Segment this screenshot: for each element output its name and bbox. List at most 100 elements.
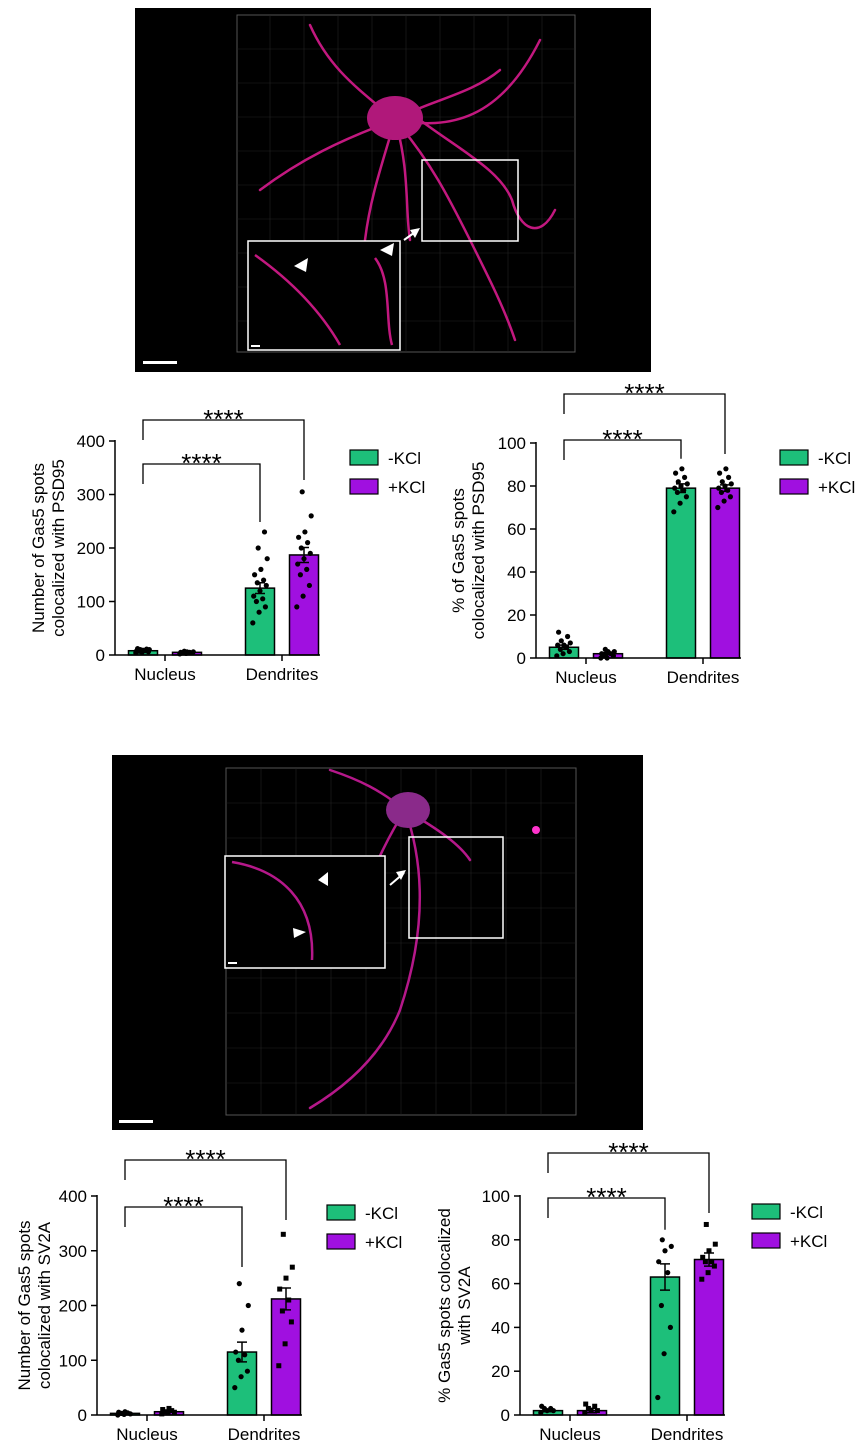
- bar: [290, 555, 319, 655]
- legend-swatch: [780, 479, 808, 494]
- y-tick-label: 80: [491, 1231, 510, 1250]
- data-point: [250, 620, 255, 625]
- y-axis-label: % Gas5 spots colocalized: [435, 1208, 454, 1403]
- data-point: [548, 1406, 553, 1411]
- data-point: [539, 1404, 544, 1409]
- data-point: [612, 649, 617, 654]
- data-point: [656, 1259, 661, 1264]
- data-point: [681, 488, 686, 493]
- data-point: [294, 604, 299, 609]
- legend-label: -KCl: [365, 1204, 398, 1223]
- significance-label: ****: [608, 1137, 648, 1167]
- data-point: [599, 651, 604, 656]
- x-tick-label: Nucleus: [134, 665, 195, 684]
- significance-label: ****: [624, 378, 664, 408]
- y-tick-label: 100: [59, 1351, 87, 1370]
- data-point: [592, 1404, 597, 1409]
- x-tick-label: Dendrites: [228, 1425, 301, 1444]
- data-point: [662, 1248, 667, 1253]
- data-point: [302, 529, 307, 534]
- significance-label: ****: [181, 448, 221, 478]
- data-point: [252, 572, 257, 577]
- data-point: [280, 1308, 285, 1313]
- data-point: [684, 494, 689, 499]
- data-point: [232, 1385, 237, 1390]
- data-point: [264, 583, 269, 588]
- legend-label: +KCl: [365, 1233, 402, 1252]
- significance-label: ****: [203, 404, 243, 434]
- data-point: [262, 529, 267, 534]
- x-tick-label: Nucleus: [539, 1425, 600, 1444]
- data-point: [556, 630, 561, 635]
- data-point: [239, 1374, 244, 1379]
- x-tick-label: Dendrites: [246, 665, 319, 684]
- y-tick-label: 60: [507, 520, 526, 539]
- data-point: [296, 535, 301, 540]
- data-point: [568, 640, 573, 645]
- y-axis-label: Number of Gas5 spots: [29, 463, 48, 633]
- data-point: [281, 1232, 286, 1237]
- data-point: [709, 1259, 714, 1264]
- data-point: [257, 610, 262, 615]
- legend-label: -KCl: [818, 449, 851, 468]
- data-point: [239, 1328, 244, 1333]
- data-point: [713, 1242, 718, 1247]
- significance-label: ****: [602, 424, 642, 454]
- data-point: [277, 1287, 282, 1292]
- data-point: [678, 483, 683, 488]
- significance-label: ****: [185, 1144, 225, 1174]
- bar: [667, 488, 696, 658]
- legend-label: +KCl: [388, 478, 425, 497]
- bar: [711, 488, 740, 658]
- y-tick-label: 0: [517, 649, 526, 668]
- x-tick-label: Nucleus: [116, 1425, 177, 1444]
- data-point: [286, 1298, 291, 1303]
- data-point: [595, 1408, 600, 1413]
- data-point: [245, 1369, 250, 1374]
- data-point: [685, 481, 690, 486]
- data-point: [298, 572, 303, 577]
- y-axis-label: Number of Gas5 spots: [15, 1220, 34, 1390]
- y-tick-label: 100: [498, 434, 526, 453]
- y-tick-label: 40: [507, 563, 526, 582]
- data-point: [299, 545, 304, 550]
- y-axis-label: colocalized with SV2A: [35, 1221, 54, 1389]
- data-point: [729, 481, 734, 486]
- data-point: [675, 490, 680, 495]
- data-point: [263, 604, 268, 609]
- legend-label: +KCl: [790, 1232, 827, 1251]
- data-point: [301, 556, 306, 561]
- data-point: [722, 498, 727, 503]
- data-point: [603, 647, 608, 652]
- data-point: [237, 1281, 242, 1286]
- data-point: [707, 1248, 712, 1253]
- data-point: [295, 561, 300, 566]
- y-tick-label: 0: [501, 1406, 510, 1425]
- y-axis-label: % of Gas5 spots: [449, 488, 468, 613]
- legend-swatch: [350, 450, 378, 465]
- data-point: [678, 501, 683, 506]
- data-point: [662, 1351, 667, 1356]
- y-tick-label: 400: [59, 1187, 87, 1206]
- legend-swatch: [327, 1205, 355, 1220]
- y-tick-label: 200: [77, 539, 105, 558]
- data-point: [704, 1222, 709, 1227]
- micrograph-psd95: [135, 8, 651, 372]
- data-point: [583, 1402, 588, 1407]
- data-point: [309, 513, 314, 518]
- data-point: [561, 651, 566, 656]
- data-point: [307, 583, 312, 588]
- data-point: [717, 471, 722, 476]
- legend-label: -KCl: [790, 1203, 823, 1222]
- micrograph-sv2a: [112, 755, 643, 1130]
- data-point: [672, 486, 677, 491]
- legend-label: -KCl: [388, 449, 421, 468]
- data-point: [246, 1303, 251, 1308]
- data-point: [673, 471, 678, 476]
- y-tick-label: 20: [507, 606, 526, 625]
- data-point: [255, 580, 260, 585]
- data-point: [722, 483, 727, 488]
- bar: [651, 1277, 680, 1415]
- data-point: [586, 1406, 591, 1411]
